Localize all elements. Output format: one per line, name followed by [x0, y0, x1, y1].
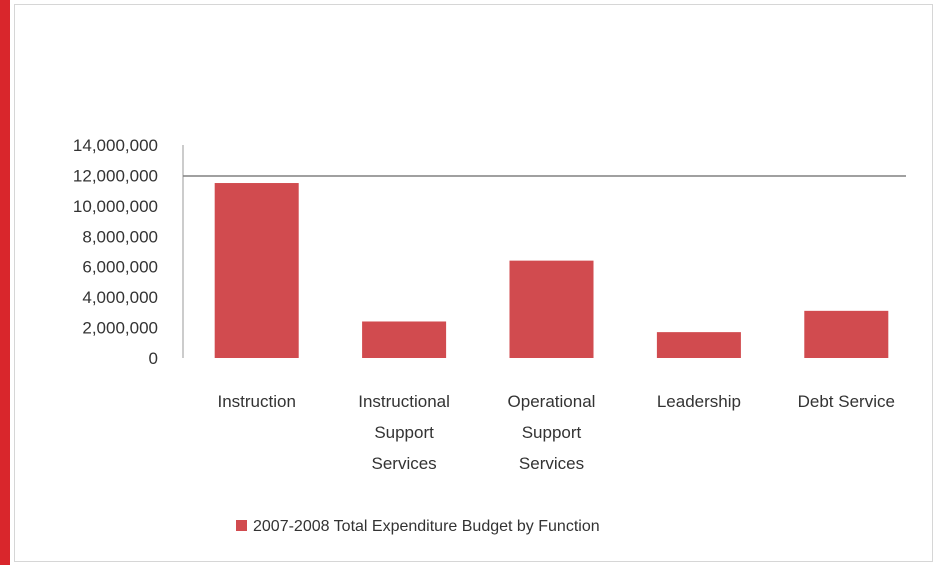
y-tick-label: 0 — [149, 349, 158, 368]
legend: 2007-2008 Total Expenditure Budget by Fu… — [236, 518, 600, 535]
category-label: Debt Service — [798, 392, 895, 411]
y-tick-label: 10,000,000 — [73, 197, 158, 216]
y-tick-label: 14,000,000 — [73, 136, 158, 155]
legend-swatch — [236, 520, 247, 531]
category-label: Support — [374, 423, 434, 442]
y-tick-label: 8,000,000 — [82, 227, 158, 246]
category-label: Leadership — [657, 392, 741, 411]
y-tick-label: 6,000,000 — [82, 258, 158, 277]
y-tick-label: 2,000,000 — [82, 319, 158, 338]
category-label: Instruction — [217, 392, 295, 411]
bar — [804, 310, 889, 358]
bar — [509, 260, 594, 358]
y-tick-label: 4,000,000 — [82, 288, 158, 307]
bars — [214, 183, 889, 358]
bar — [656, 332, 741, 358]
category-labels: Instruction Instructional Support Services O… — [217, 392, 894, 473]
bar — [214, 183, 299, 358]
left-accent-bar — [0, 0, 10, 565]
category-label: Services — [519, 454, 584, 473]
y-tick-label: 12,000,000 — [73, 166, 158, 185]
category-label: Operational — [508, 392, 596, 411]
legend-label: 2007-2008 Total Expenditure Budget by Fu… — [253, 518, 600, 535]
category-label: Services — [372, 454, 437, 473]
category-label: Instructional — [358, 392, 450, 411]
category-label: Support — [522, 423, 582, 442]
bar — [362, 321, 447, 358]
y-tick-labels: 0 2,000,000 4,000,000 6,000,000 8,000,000 10,… — [73, 136, 158, 368]
chart-frame — [14, 4, 933, 562]
